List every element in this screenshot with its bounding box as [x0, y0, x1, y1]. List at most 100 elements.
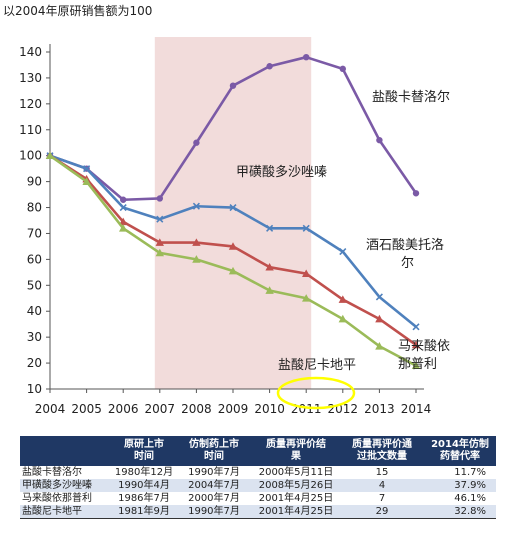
- data-point: [119, 217, 128, 226]
- data-point: [338, 314, 347, 323]
- data-point: [265, 262, 274, 271]
- series-label: 那普利: [398, 357, 437, 372]
- table-cell: 1990年7月: [176, 505, 252, 519]
- data-point: [302, 294, 311, 302]
- highlight-ellipse: [276, 376, 356, 410]
- data-point: [375, 342, 384, 350]
- y-tick-label: 70: [27, 226, 42, 240]
- data-point: [228, 242, 238, 250]
- y-tick-label: 10: [27, 382, 42, 396]
- x-tick-label: 2014: [401, 402, 432, 416]
- table-cell: 4: [340, 479, 424, 492]
- data-point: [120, 196, 127, 203]
- data-point: [229, 82, 237, 89]
- y-tick-label: 90: [27, 175, 42, 189]
- data-point: [45, 151, 55, 160]
- x-tick-label: 2004: [35, 402, 66, 416]
- table-cell: 1981年9月: [112, 505, 176, 519]
- x-tick-label: 2009: [218, 402, 249, 416]
- table-cell: 37.9%: [424, 479, 496, 492]
- header-cell: 质量再评价结果: [252, 436, 340, 466]
- table-row: 马来酸依那普利 1986年7月 2000年7月 2001年4月25日 7 46.…: [20, 492, 496, 505]
- data-point: [412, 190, 420, 197]
- header-cell: 质量再评价通 过批文数量: [340, 436, 424, 466]
- data-point: [412, 323, 420, 331]
- y-tick-label: 130: [19, 71, 42, 85]
- x-tick-label: 2008: [181, 402, 212, 416]
- header-cell: 仿制药上市 时间: [176, 436, 252, 466]
- data-point: [228, 266, 238, 275]
- header-label: 质量再评价结果: [266, 439, 326, 462]
- data-point: [229, 203, 237, 212]
- table-cell: 1980年12月: [112, 466, 176, 479]
- y-tick-label: 140: [19, 45, 42, 59]
- table-cell: 盐酸卡替洛尔: [20, 466, 112, 479]
- y-tick-label: 80: [27, 201, 42, 215]
- y-tick-label: 100: [19, 149, 42, 163]
- series-label: 酒石酸美托洛: [366, 238, 444, 253]
- table-cell: 11.7%: [424, 466, 496, 479]
- series-label: 盐酸尼卡地平: [278, 358, 356, 373]
- table-cell: 29: [340, 505, 424, 519]
- table-cell: 2000年7月: [176, 492, 252, 505]
- table-cell: 32.8%: [424, 505, 496, 519]
- data-point: [82, 177, 91, 185]
- data-point: [266, 63, 273, 70]
- table-cell: 马来酸依那普利: [20, 492, 112, 505]
- data-point: [302, 269, 311, 278]
- x-tick-label: 2007: [145, 402, 176, 416]
- table-cell: 7: [340, 492, 424, 505]
- table-row: 盐酸尼卡地平 1981年9月 1990年7月 2001年4月25日 29 32.…: [20, 505, 496, 519]
- table-cell: 15: [340, 466, 424, 479]
- series-label: 盐酸卡替洛尔: [372, 90, 450, 105]
- table-row: 盐酸卡替洛尔 1980年12月 1990年7月 2000年5月11日 15 11…: [20, 466, 496, 479]
- data-point: [339, 65, 346, 73]
- x-tick-label: 2006: [108, 402, 139, 416]
- data-point: [376, 136, 383, 144]
- table-cell: 1986年7月: [112, 492, 176, 505]
- series-label: 尔: [401, 256, 414, 271]
- table-cell: 2004年7月: [176, 479, 252, 492]
- data-point: [192, 238, 201, 246]
- header-label: 仿制药上市 时间: [189, 439, 239, 462]
- table-cell: 甲磺酸多沙唑嗪: [20, 479, 112, 492]
- line-chart: 10 20 30 40 50 60 70 80 90 100 110 120 130 140 2004 200…: [19, 37, 450, 416]
- data-point: [339, 248, 347, 256]
- y-tick-label: 30: [27, 330, 42, 344]
- data-point: [119, 203, 127, 212]
- data-point: [411, 361, 421, 370]
- y-tick-label: 50: [27, 278, 42, 292]
- data-point: [375, 293, 383, 301]
- y-tick-label: 60: [27, 252, 42, 266]
- header-cell: 原研上市 时间: [112, 436, 176, 466]
- header-cell: 2014年仿制 药替代率: [424, 436, 496, 466]
- header-label: 质量再评价通 过批文数量: [352, 439, 412, 462]
- table-header-row: 原研上市 时间 仿制药上市 时间 质量再评价结果 质量再评价通 过批文数量 2014年…: [20, 436, 496, 466]
- header-label: 2014年仿制 药替代率: [431, 439, 489, 462]
- x-tick-label: 2013: [364, 402, 395, 416]
- data-point: [155, 248, 164, 257]
- data-point: [375, 314, 384, 323]
- header-cell-drug: [20, 436, 112, 466]
- y-tick-label: 20: [27, 356, 42, 370]
- y-tick-label: 110: [19, 123, 42, 137]
- y-tick-label: 40: [27, 304, 42, 318]
- table-cell: 46.1%: [424, 492, 496, 505]
- y-tick-label: 120: [19, 97, 42, 111]
- data-point: [119, 224, 128, 232]
- drug-table: 原研上市 时间 仿制药上市 时间 质量再评价结果 质量再评价通 过批文数量 2014年…: [20, 436, 496, 519]
- data-point: [193, 139, 200, 146]
- series-label: 甲磺酸多沙唑嗪: [236, 164, 327, 180]
- table-cell: 2000年5月11日: [252, 466, 340, 479]
- x-tick-label: 2005: [71, 402, 102, 416]
- data-point: [303, 53, 310, 61]
- data-point: [155, 238, 164, 246]
- data-point: [156, 215, 164, 223]
- data-point: [338, 295, 347, 303]
- table-row: 甲磺酸多沙唑嗪 1990年4月 2004年7月 2008年5月26日 4 37.…: [20, 479, 496, 492]
- x-tick-label: 2010: [254, 402, 285, 416]
- data-point: [192, 202, 200, 210]
- table-cell: 1990年4月: [112, 479, 176, 492]
- data-point: [83, 165, 91, 173]
- table-cell: 2008年5月26日: [252, 479, 340, 492]
